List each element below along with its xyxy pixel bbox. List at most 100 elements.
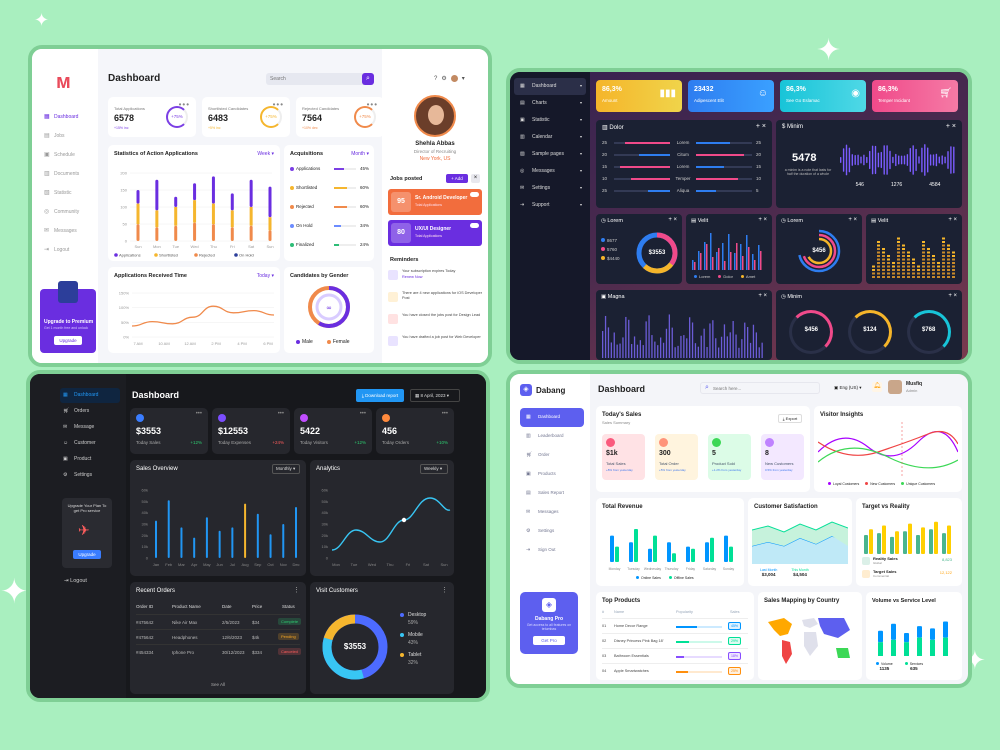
upgrade-button[interactable]: Upgrade: [73, 550, 101, 559]
reminder-item[interactable]: You have closed the jobs post for Design…: [388, 313, 484, 335]
x-tick-label: Sun: [266, 244, 273, 249]
download-report-button[interactable]: ⤓ Download report: [356, 389, 404, 402]
sidebar-item-dashboard[interactable]: ▦ Dashboard: [520, 408, 584, 427]
sidebar-item-settings[interactable]: ✉ Settings ▾: [514, 180, 586, 197]
more-icon[interactable]: •••: [366, 100, 378, 109]
sidebar-item-message[interactable]: ✉ Message: [60, 420, 120, 435]
table-row[interactable]: 02 Disney Princess Pink Bag 18' 29%: [602, 633, 748, 648]
week-filter[interactable]: Week ▾: [257, 151, 274, 157]
job-card[interactable]: 95 Sr. Android Developer Total Application…: [388, 189, 482, 215]
today-filter[interactable]: Today ▾: [256, 273, 274, 279]
legend-label: Rejected: [199, 253, 215, 258]
table-row[interactable]: 04 Apple Smartwatches 25%: [602, 663, 748, 678]
sidebar-item-documents[interactable]: ▥ Documents: [44, 164, 98, 183]
sidebar-item-statistic[interactable]: ▧ Statistic: [44, 183, 98, 202]
card-controls[interactable]: + ×: [948, 217, 957, 223]
month-filter[interactable]: Month ▾: [351, 151, 369, 157]
sidebar-item-dashboard[interactable]: ▦ Dashboard: [44, 107, 98, 126]
more-icon[interactable]: •••: [441, 411, 448, 417]
card-controls[interactable]: + ×: [948, 293, 957, 299]
get-pro-button[interactable]: Get Pro: [533, 636, 565, 645]
sidebar-item-sample-pages[interactable]: ▧ Sample pages ▾: [514, 146, 586, 163]
weekly-filter[interactable]: Weekly ▾: [420, 464, 448, 474]
table-row[interactable]: #454334 Iphone Pro 30/12/2023 $334 Canceled: [136, 644, 301, 659]
sidebar-item-schedule[interactable]: ▣ Schedule: [44, 145, 98, 164]
search-icon[interactable]: ⌕: [705, 384, 709, 391]
help-icon[interactable]: ?: [434, 75, 438, 82]
search-input[interactable]: [713, 385, 813, 392]
monthly-filter[interactable]: Monthly ▾: [272, 464, 300, 474]
x-tick-label: Oct: [267, 562, 274, 567]
more-icon[interactable]: ⋮: [441, 587, 448, 594]
bell-icon[interactable]: 🔔︎: [872, 382, 882, 392]
sidebar-item-settings[interactable]: ⚙ Settings: [520, 522, 584, 541]
legend-item: Last Month $3,004: [760, 568, 777, 577]
card-controls[interactable]: + ×: [668, 217, 677, 223]
search-input[interactable]: [270, 75, 360, 83]
see-all-link[interactable]: See All: [210, 682, 225, 687]
sidebar-item-orders[interactable]: 🛒︎ Orders: [60, 404, 120, 419]
sidebar-item-products[interactable]: ▣ Products: [520, 465, 584, 484]
chevron-down-icon[interactable]: ▾: [461, 76, 465, 82]
sidebar-item-sales-report[interactable]: ▤ Sales Report: [520, 484, 584, 503]
card-controls[interactable]: + ×: [758, 293, 767, 299]
card-controls[interactable]: + ×: [945, 123, 956, 130]
sidebar-item-product[interactable]: ▣ Product: [60, 452, 120, 467]
table-row[interactable]: 01 Home Decor Range 45%: [602, 618, 748, 633]
table-row[interactable]: #475642 Headphones 12/6/2023 $4k Pending: [136, 629, 300, 644]
add-job-button[interactable]: + Add: [446, 174, 468, 183]
sidebar-item-messages[interactable]: ✉ Messages: [520, 503, 584, 522]
reminder-item[interactable]: Your subscription expires Today Renew Now: [388, 269, 484, 291]
sidebar-item-messages[interactable]: ✉ Messages: [44, 221, 98, 240]
reality-bar: [877, 533, 881, 554]
dot-matrix-cell: [932, 269, 935, 271]
job-card[interactable]: 80 UX/UI Designer Total Applications: [388, 220, 482, 246]
logout-link[interactable]: ⇥ Logout: [64, 578, 87, 584]
close-icon[interactable]: ×: [471, 174, 480, 183]
card-controls[interactable]: + ×: [758, 217, 767, 223]
language-select[interactable]: ▣ Eng (US) ▾: [834, 385, 862, 390]
legend-item: This Month $4,504: [791, 568, 808, 577]
sidebar-item-dashboard[interactable]: ▦ Dashboard: [60, 388, 120, 403]
sidebar-item-order[interactable]: 🛒︎ Order: [520, 446, 584, 465]
more-icon[interactable]: •••: [277, 411, 284, 417]
more-icon[interactable]: •••: [195, 411, 202, 417]
sidebar-item-jobs[interactable]: ▤ Jobs: [44, 126, 98, 145]
acquisition-bar: [334, 187, 356, 189]
reminder-link[interactable]: Renew Now: [402, 275, 423, 279]
more-icon[interactable]: •••: [272, 100, 284, 109]
more-icon[interactable]: ⋮: [293, 587, 300, 594]
sidebar-item-sign-out[interactable]: ⇥ Sign Out: [520, 541, 584, 560]
card-controls[interactable]: + ×: [848, 217, 857, 223]
sidebar-item-customer[interactable]: ☺ Customer: [60, 436, 120, 451]
sidebar-item-dashboard[interactable]: ▦ Dashboard ▾: [514, 78, 586, 95]
job-toggle[interactable]: [470, 192, 479, 197]
table-row[interactable]: 03 Bathroom Essentials 18%: [602, 648, 748, 663]
reminder-item[interactable]: You have drafted a job post for Web Deve…: [388, 335, 484, 357]
sidebar-item-community[interactable]: ◎ Community: [44, 202, 98, 221]
search-icon[interactable]: ⌕: [362, 73, 374, 85]
job-toggle[interactable]: [470, 223, 479, 228]
dot-matrix-cell: [947, 258, 950, 261]
sidebar-item-leaderboard[interactable]: ▥ Leaderboard: [520, 427, 584, 446]
sidebar-item-statistic[interactable]: ▣ Statistic ▾: [514, 112, 586, 129]
export-button[interactable]: ⤓ Export: [778, 414, 802, 423]
user-avatar[interactable]: [888, 380, 902, 394]
reminder-item[interactable]: There are 4 new applications for iOS Dev…: [388, 291, 484, 313]
sidebar-item-support[interactable]: ⇥ Support ▾: [514, 197, 586, 214]
upgrade-button[interactable]: Upgrade: [54, 336, 82, 345]
settings-icon[interactable]: ⚙: [441, 76, 447, 82]
more-icon[interactable]: •••: [359, 411, 366, 417]
sidebar-item-messages[interactable]: ◎ Messages ▾: [514, 163, 586, 180]
date-picker[interactable]: ▦ 8 April, 2023 ▾: [410, 389, 460, 402]
card-controls[interactable]: + ×: [755, 123, 766, 130]
more-icon[interactable]: •••: [178, 100, 190, 109]
magna-bar: [686, 338, 688, 358]
avatar[interactable]: [450, 75, 458, 82]
sidebar-item-settings[interactable]: ⚙ Settings: [60, 468, 120, 483]
sidebar-item-logout[interactable]: ⇥ Logout: [44, 240, 98, 259]
table-row[interactable]: #475642 Nike Air Max 2/5/2023 $34 Complete: [136, 614, 302, 629]
sidebar-item-calendar[interactable]: ▥ Calendar ▾: [514, 129, 586, 146]
waveform-bar: [900, 155, 903, 165]
sidebar-item-charts[interactable]: ▤ Charts ▾: [514, 95, 586, 112]
